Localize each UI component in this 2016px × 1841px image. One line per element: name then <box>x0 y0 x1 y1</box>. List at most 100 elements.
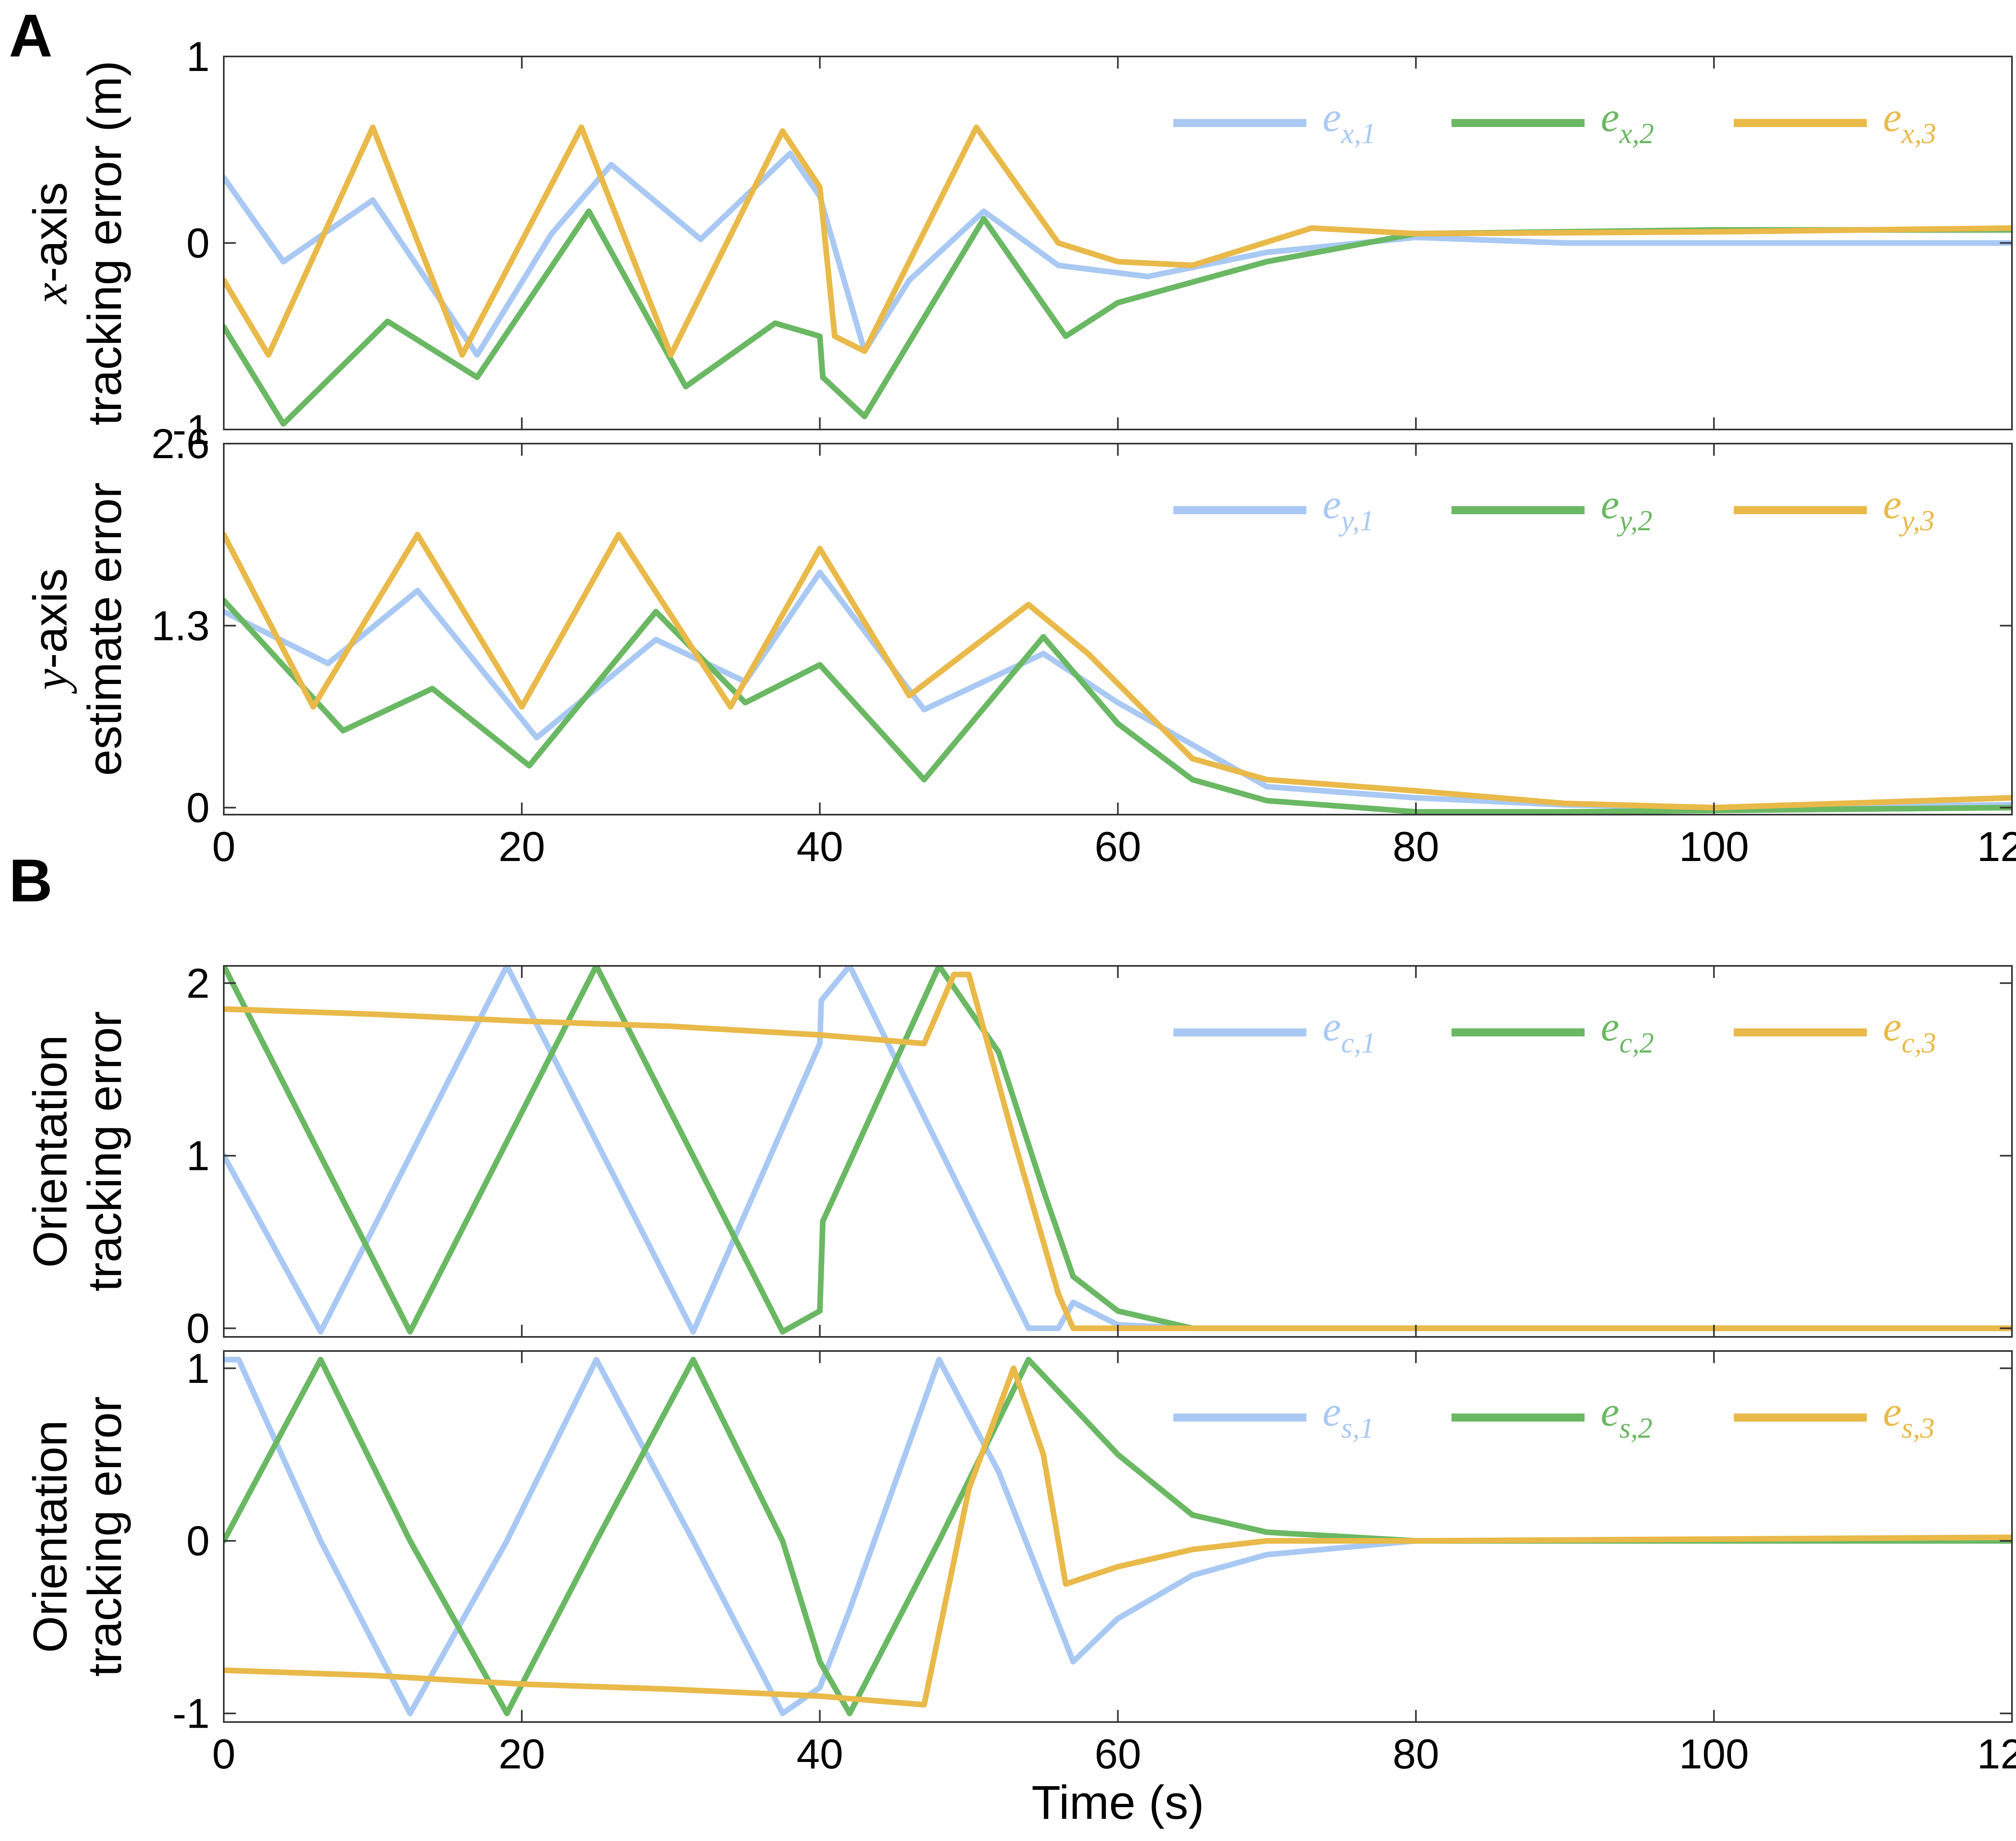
y-tick-label: 1 <box>186 1345 210 1392</box>
legend-label-subscript: x,3 <box>1901 117 1936 150</box>
legend-label-subscript: y,1 <box>1338 505 1374 537</box>
legend-label-base: e <box>1322 481 1341 527</box>
y-axis-label-line1: y-axis <box>24 568 77 694</box>
y-axis-label-variable: y <box>24 669 77 694</box>
y-axis-label-suffix: Orientation <box>24 1420 77 1653</box>
x-tick-label: 0 <box>212 1731 235 1778</box>
y-tick-label: 0 <box>186 785 210 832</box>
x-tick-label: 80 <box>1393 824 1439 870</box>
x-tick-label: 80 <box>1393 1731 1439 1778</box>
legend-label-subscript: x,1 <box>1341 117 1376 150</box>
y-tick-label: 1 <box>186 1133 210 1180</box>
x-tick-label: 120 <box>1977 1731 2016 1778</box>
legend: ec,1 ec,2 ec,3 <box>1173 1003 1936 1059</box>
legend-label-y-2: ey,2 <box>1601 481 1652 537</box>
series-group <box>224 532 2012 815</box>
series-group <box>224 966 2012 1335</box>
y-axis-label-line1: Orientation <box>24 1420 77 1653</box>
x-tick-label: 100 <box>1679 1731 1749 1778</box>
legend-label-s-2: es,2 <box>1601 1389 1652 1444</box>
legend-label-y-3: ey,3 <box>1883 481 1935 537</box>
y-axis-label-suffix: -axis <box>24 568 77 669</box>
series-line-x-3 <box>224 124 2012 358</box>
legend-label-base: e <box>1601 481 1619 527</box>
legend-label-subscript: c,2 <box>1619 1027 1654 1059</box>
legend-label-x-1: ex,1 <box>1322 94 1376 150</box>
series-group <box>224 124 2012 427</box>
legend-label-base: e <box>1322 1389 1341 1435</box>
x-tick-label: 40 <box>796 1731 843 1778</box>
y-axis-label-line2: tracking error <box>78 1011 131 1291</box>
x-axis-label: Time (s) <box>1031 1776 1204 1829</box>
series-group <box>224 1357 2012 1716</box>
legend-label-base: e <box>1322 1003 1341 1050</box>
chart-panels: 10-1x-axistracking error (m) ex,1 ex,2 ex,3… <box>24 33 2016 1829</box>
legend-label-s-3: es,3 <box>1883 1389 1935 1444</box>
legend-label-base: e <box>1883 1003 1901 1050</box>
series-line-c-3 <box>224 972 2012 1331</box>
y-tick-label: 0 <box>186 1305 210 1352</box>
y-axis-label: y-axisestimate error <box>24 482 131 776</box>
y-tick-label: 1.3 <box>151 603 210 649</box>
y-tick-label: 0 <box>186 1518 210 1565</box>
y-axis-label-line1: Orientation <box>24 1035 77 1268</box>
legend-label-base: e <box>1601 1389 1619 1435</box>
x-tick-label: 40 <box>796 824 843 870</box>
series-line-s-3 <box>224 1365 2012 1708</box>
y-axis-label-line1: x-axis <box>24 182 77 305</box>
legend-label-subscript: c,1 <box>1341 1027 1376 1059</box>
x-tick-label: 20 <box>498 824 545 870</box>
legend-label-subscript: s,1 <box>1341 1412 1374 1444</box>
y-axis-label-suffix: Orientation <box>24 1035 77 1268</box>
y-axis-label-line2: tracking error (m) <box>78 60 131 425</box>
legend-label-c-2: ec,2 <box>1601 1003 1654 1059</box>
y-axis-label: x-axistracking error (m) <box>24 60 131 425</box>
y-axis-label-line2: tracking error <box>78 1396 131 1676</box>
legend-label-c-1: ec,1 <box>1322 1003 1376 1059</box>
series-line-y-2 <box>224 597 2012 815</box>
legend-label-subscript: c,3 <box>1901 1027 1936 1059</box>
legend-label-subscript: y,3 <box>1899 505 1935 537</box>
y-tick-label: 2.6 <box>151 421 210 467</box>
y-axis-label: Orientationtracking error <box>24 1011 131 1291</box>
series-line-x-1 <box>224 150 2012 358</box>
legend-label-subscript: y,2 <box>1616 505 1652 537</box>
plot-frame <box>223 443 2013 815</box>
y-tick-label: -1 <box>173 407 210 453</box>
legend-label-x-3: ex,3 <box>1883 94 1936 150</box>
y-axis-label: Orientationtracking error <box>24 1396 131 1676</box>
series-line-s-2 <box>224 1357 2012 1716</box>
series-line-y-1 <box>224 569 2012 811</box>
legend-label-c-3: ec,3 <box>1883 1003 1936 1059</box>
y-axis-label-line2: estimate error <box>78 482 131 776</box>
legend-label-subscript: s,3 <box>1901 1412 1935 1444</box>
series-line-c-2 <box>224 966 2012 1335</box>
legend-label-subscript: s,2 <box>1619 1412 1652 1444</box>
x-tick-label: 120 <box>1977 824 2016 870</box>
x-tick-label: 100 <box>1679 824 1749 870</box>
chart-panel-2: 0 20 40 60 80 100 120 2.6 1.3 0 y-axisestimate err… <box>24 421 2016 870</box>
legend-label-base: e <box>1883 94 1901 140</box>
x-tick-label: 60 <box>1095 1731 1141 1778</box>
y-tick-label: 0 <box>186 220 210 267</box>
legend: ex,1 ex,2 ex,3 <box>1173 94 1936 150</box>
y-axis-label-suffix: -axis <box>24 182 77 283</box>
legend: ey,1 ey,2 ey,3 <box>1173 481 1935 537</box>
legend-label-base: e <box>1883 1389 1901 1435</box>
y-tick-label: -1 <box>173 1691 210 1737</box>
legend-label-base: e <box>1601 94 1619 140</box>
legend-label-subscript: x,2 <box>1619 117 1654 150</box>
panel-label-a: A <box>9 2 52 69</box>
legend-label-base: e <box>1883 481 1901 527</box>
x-tick-label: 60 <box>1095 824 1141 870</box>
y-tick-label: 1 <box>186 33 210 80</box>
y-tick-label: 2 <box>186 960 210 1007</box>
y-axis-label-variable: x <box>24 283 77 304</box>
x-tick-label: 0 <box>212 824 235 870</box>
legend-label-s-1: es,1 <box>1322 1389 1374 1444</box>
legend-label-x-2: ex,2 <box>1601 94 1654 150</box>
legend-label-base: e <box>1322 94 1341 140</box>
